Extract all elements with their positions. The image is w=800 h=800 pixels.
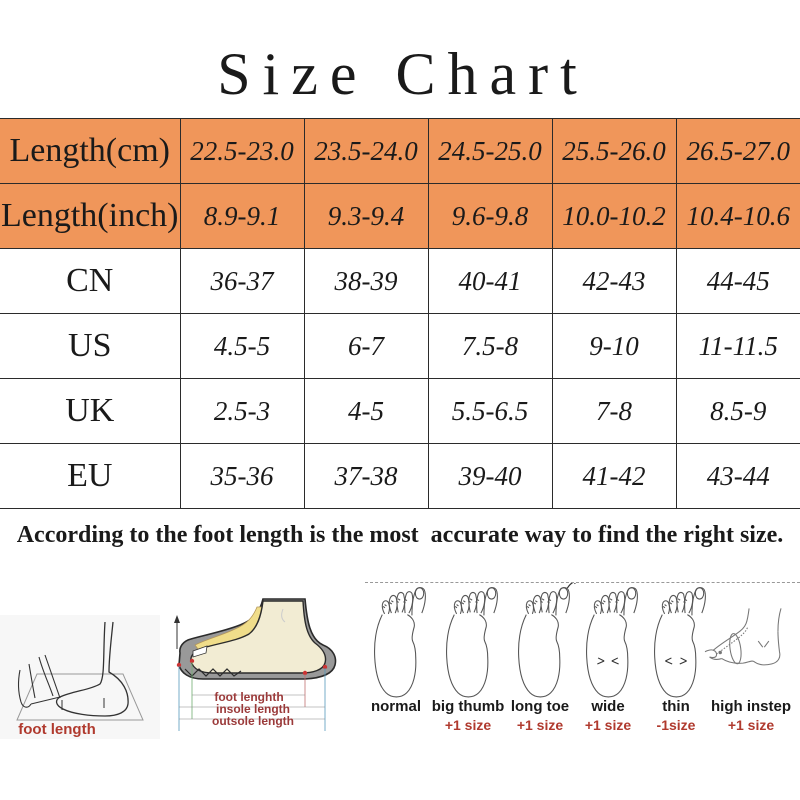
svg-text:thin: thin [662,698,690,715]
svg-text:outsole length: outsole length [212,714,294,728]
svg-text:+1 size: +1 size [517,717,564,733]
svg-text:long toe: long toe [511,698,569,715]
svg-text:+1 size: +1 size [728,717,775,733]
svg-text:big thumb: big thumb [432,698,504,715]
svg-text:-1size: -1size [657,717,696,733]
svg-text:normal: normal [371,698,421,715]
svg-text:+1 size: +1 size [445,717,492,733]
svg-text:high instep: high instep [711,698,791,715]
svg-text:+1 size: +1 size [585,717,632,733]
svg-text:foot length: foot length [18,721,95,738]
svg-text:wide: wide [590,698,624,715]
